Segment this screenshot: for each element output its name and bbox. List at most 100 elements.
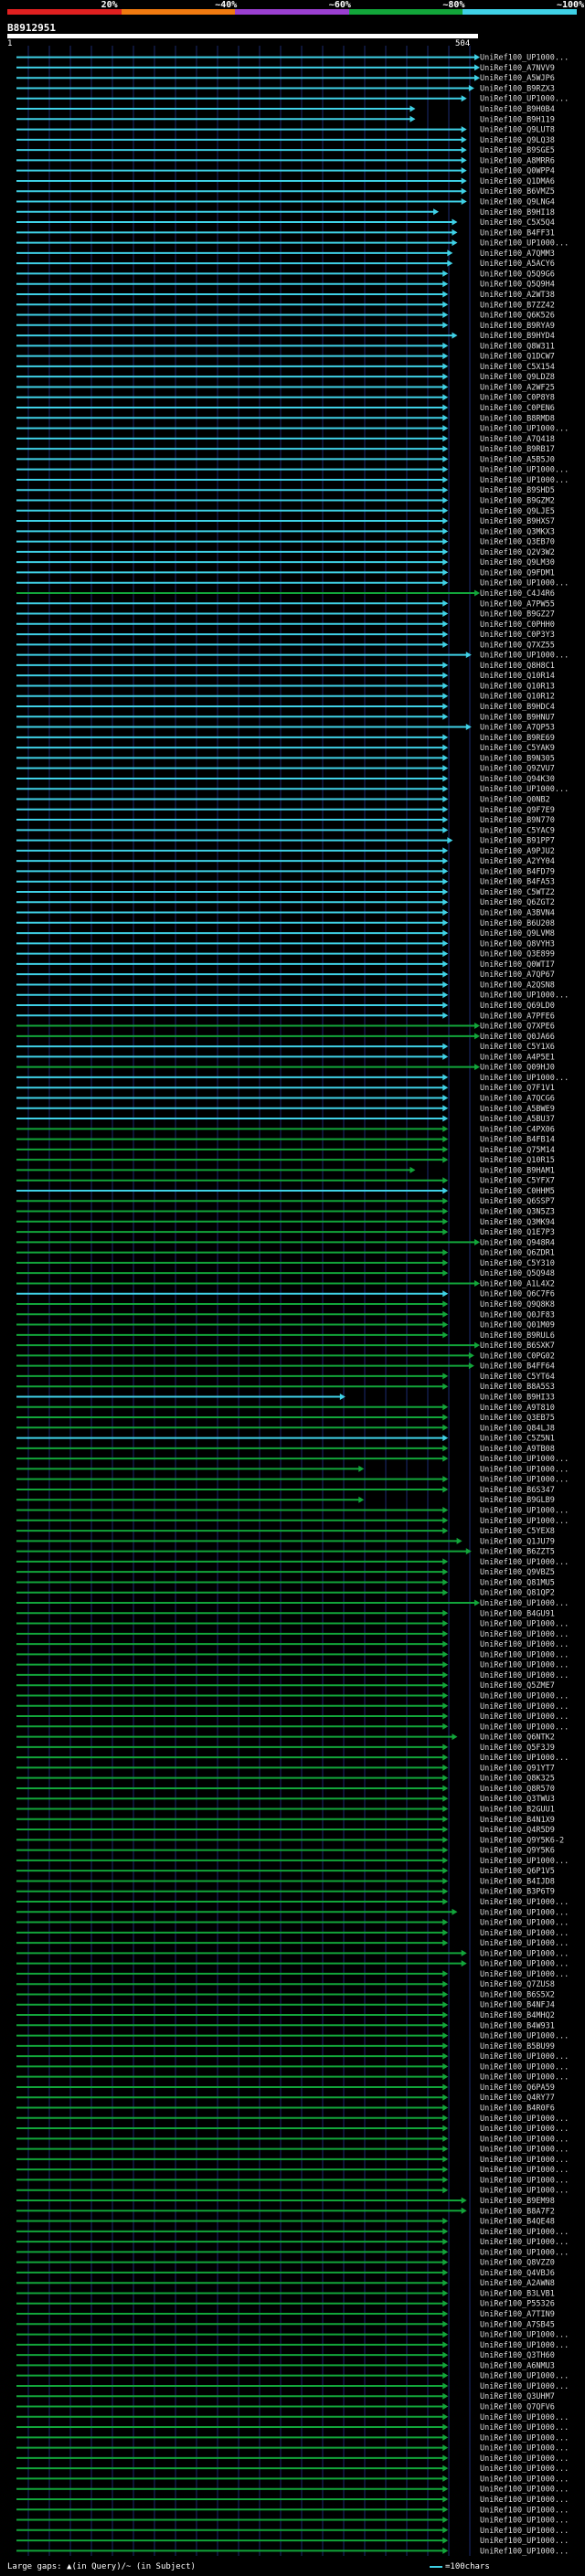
hit-arrow — [442, 631, 449, 638]
hit-label: UniRef100_C4J4R6 — [480, 589, 555, 599]
hit-label: UniRef100_B9SGE5 — [480, 146, 555, 155]
hit-label: UniRef100_UP1000... — [480, 2187, 569, 2196]
hit-label: UniRef100_B4QE48 — [480, 2218, 555, 2227]
hit-arrow — [442, 445, 449, 452]
hit-label: UniRef100_B9HXS7 — [480, 517, 555, 526]
hit-arrow — [474, 1023, 480, 1030]
hit-arrow — [468, 1352, 474, 1359]
hit-label: UniRef100_UP1000... — [480, 476, 569, 485]
hit-arrow — [452, 1733, 458, 1741]
hit-arrow — [442, 2361, 449, 2369]
hit-arrow — [442, 291, 449, 298]
hit-label: UniRef100_Q6K526 — [480, 312, 555, 321]
hit-label: UniRef100_UP1000... — [480, 579, 569, 588]
hit-label: UniRef100_B9HAM1 — [480, 1166, 555, 1175]
hit-label: UniRef100_B3LVB1 — [480, 2289, 555, 2298]
hit-label: UniRef100_UP1000... — [480, 1929, 569, 1938]
hit-label: UniRef100_Q9FDM1 — [480, 568, 555, 578]
hit-label: UniRef100_UP1000... — [480, 1599, 569, 1608]
hit-arrow — [442, 662, 449, 669]
hit-arrow — [442, 2032, 449, 2040]
hit-arrow — [452, 1908, 458, 1915]
hit-arrow — [442, 693, 449, 700]
hit-label: UniRef100_A5BWE9 — [480, 1105, 555, 1114]
hit-arrow — [474, 1064, 480, 1071]
hit-label: UniRef100_Q7ZUS8 — [480, 1980, 555, 1989]
hit-label: UniRef100_UP1000... — [480, 2506, 569, 2515]
hit-label: UniRef100_Q3EB70 — [480, 538, 555, 547]
hit-label: UniRef100_C5Z5N1 — [480, 1435, 555, 1444]
hit-label: UniRef100_Q94K30 — [480, 775, 555, 784]
hit-arrow — [456, 1537, 463, 1544]
hit-arrow — [442, 2454, 449, 2462]
hit-arrow — [442, 713, 449, 720]
hit-arrow — [410, 1166, 416, 1173]
hit-arrow — [442, 2517, 449, 2524]
hit-arrow — [442, 2320, 449, 2327]
legend-label: ~80% — [442, 0, 465, 10]
hit-arrow — [442, 1929, 449, 1936]
hit-arrow — [442, 1259, 449, 1267]
hit-label: UniRef100_UP1000... — [480, 1723, 569, 1732]
hit-arrow — [442, 1249, 449, 1256]
hit-arrow — [442, 1589, 449, 1596]
hit-label: UniRef100_A5BU37 — [480, 1115, 555, 1124]
hit-arrow — [442, 1980, 449, 1988]
hit-label: UniRef100_Q9Y5K6 — [480, 1847, 555, 1856]
hit-arrow — [474, 1279, 480, 1287]
hit-arrow — [442, 322, 449, 329]
hit-arrow — [461, 167, 467, 175]
hit-label: UniRef100_B4N1X9 — [480, 1816, 555, 1825]
hit-arrow — [442, 353, 449, 360]
hit-label: UniRef100_B9GZ27 — [480, 610, 555, 620]
hit-label: UniRef100_Q3MK94 — [480, 1218, 555, 1227]
hit-label: UniRef100_A7PW55 — [480, 599, 555, 609]
hit-arrow — [442, 1146, 449, 1153]
hit-arrow — [442, 909, 449, 917]
hit-arrow — [442, 1744, 449, 1751]
hit-label: UniRef100_Q69LD0 — [480, 1002, 555, 1011]
hit-label: UniRef100_Q7QFV6 — [480, 2403, 555, 2412]
hit-label: UniRef100_UP1000... — [480, 1939, 569, 1948]
hit-label: UniRef100_Q2V3W2 — [480, 548, 555, 557]
hit-label: UniRef100_Q09HJ0 — [480, 1064, 555, 1073]
hit-arrow — [442, 826, 449, 833]
hit-arrow — [442, 847, 449, 854]
hit-arrow — [442, 1681, 449, 1689]
hit-arrow — [442, 1609, 449, 1617]
hit-arrow — [442, 2135, 449, 2142]
hit-label: UniRef100_Q6C7F6 — [480, 1290, 555, 1299]
hit-arrow — [442, 2228, 449, 2235]
hit-arrow — [442, 1877, 449, 1884]
hit-arrow — [442, 1568, 449, 1575]
hit-arrow — [442, 2341, 449, 2348]
hit-label: UniRef100_Q0JF83 — [480, 1310, 555, 1320]
hit-label: UniRef100_B9HDC4 — [480, 703, 555, 712]
hit-label: UniRef100_UP1000... — [480, 2062, 569, 2072]
hit-arrow — [442, 1650, 449, 1658]
hit-arrow — [442, 2310, 449, 2317]
hit-arrow — [442, 1691, 449, 1699]
hit-arrow — [442, 2547, 449, 2554]
hit-label: UniRef100_UP1000... — [480, 1465, 569, 1474]
hit-arrow — [442, 425, 449, 432]
hit-label: UniRef100_A3BVN4 — [480, 909, 555, 918]
hit-label: UniRef100_B9RE69 — [480, 734, 555, 743]
hit-label: UniRef100_Q5ZME7 — [480, 1681, 555, 1691]
hit-label: UniRef100_A4P5E1 — [480, 1053, 555, 1062]
legend-label: ~40% — [215, 0, 238, 10]
hit-arrow — [442, 2001, 449, 2009]
hit-arrow — [442, 1702, 449, 1710]
hit-arrow — [474, 1599, 480, 1606]
hit-label: UniRef100_Q9F7E9 — [480, 806, 555, 815]
hit-label: UniRef100_Q9LQ38 — [480, 136, 555, 145]
hit-label: UniRef100_Q8W311 — [480, 342, 555, 351]
hit-arrow — [442, 1208, 449, 1215]
hit-label: UniRef100_B9N305 — [480, 754, 555, 763]
hit-label: UniRef100_B9EM98 — [480, 2197, 555, 2206]
hit-label: UniRef100_UP1000... — [480, 1661, 569, 1670]
hit-label: UniRef100_Q948R4 — [480, 1238, 555, 1247]
hit-arrow — [442, 950, 449, 958]
hit-label: UniRef100_A7QCG6 — [480, 1094, 555, 1103]
